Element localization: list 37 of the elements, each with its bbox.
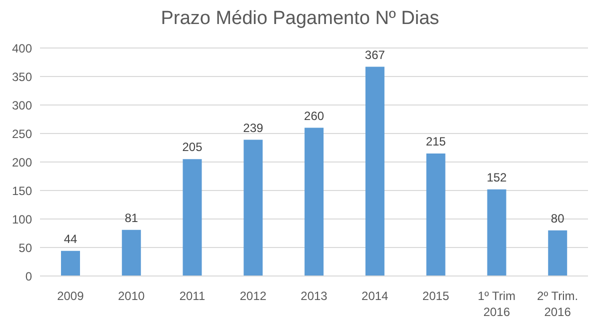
data-label: 239 xyxy=(243,120,264,135)
bar xyxy=(182,159,202,276)
bar xyxy=(548,230,568,276)
chart-title: Prazo Médio Pagamento Nº Dias xyxy=(160,7,440,31)
data-label: 260 xyxy=(304,108,324,123)
x-tick-label: 2013 xyxy=(300,289,328,303)
y-tick-label: 400 xyxy=(12,41,32,56)
y-tick-label: 350 xyxy=(12,70,32,84)
data-label: 80 xyxy=(550,211,565,226)
y-tick-label: 150 xyxy=(12,184,32,198)
x-tick-label: 2010 xyxy=(118,289,146,303)
data-label: 81 xyxy=(124,210,138,225)
x-tick-label: 2015 xyxy=(422,289,450,303)
x-tick-label: 2014 xyxy=(362,289,389,303)
bar xyxy=(304,128,324,276)
data-label: 205 xyxy=(182,140,203,154)
data-label: 367 xyxy=(364,48,386,62)
data-label: 44 xyxy=(64,232,78,246)
y-tick-label: 200 xyxy=(12,155,32,170)
x-tick-label: 2009 xyxy=(57,289,84,303)
bar xyxy=(244,140,263,276)
bar xyxy=(487,189,506,276)
x-tick-label: 2012 xyxy=(240,289,267,303)
x-tick-label: 2º Trim. 2016 xyxy=(537,289,578,319)
data-label: 215 xyxy=(426,134,446,148)
y-tick-label: 0 xyxy=(25,269,32,284)
y-tick-label: 300 xyxy=(12,98,32,112)
bar xyxy=(122,230,141,276)
bar xyxy=(61,250,80,276)
y-tick-label: 100 xyxy=(12,212,32,226)
x-tick-label: 1º Trim 2016 xyxy=(478,289,516,319)
data-label: 152 xyxy=(486,170,508,184)
bar xyxy=(426,153,446,276)
y-tick-label: 250 xyxy=(12,126,32,141)
x-tick-label: 2011 xyxy=(179,289,206,303)
bar xyxy=(365,66,384,276)
y-tick-label: 50 xyxy=(18,240,32,255)
